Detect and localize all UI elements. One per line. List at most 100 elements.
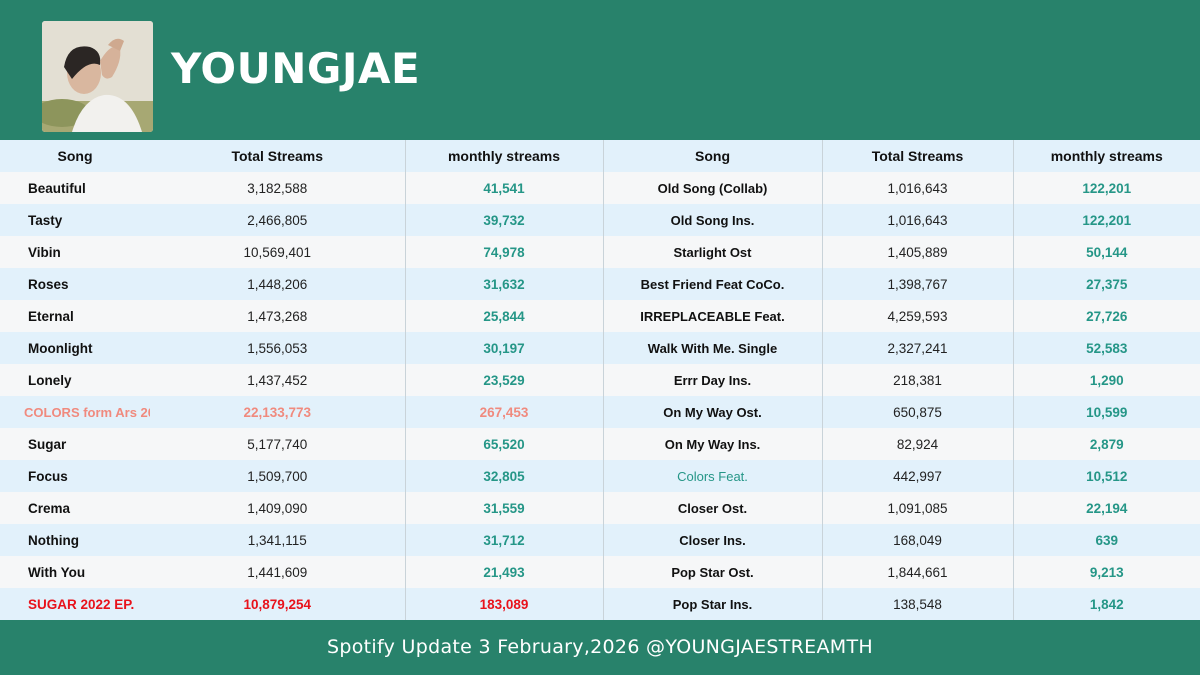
streams-table: Song Total Streams monthly streams Song …	[0, 140, 1200, 620]
column-header-monthly-right: monthly streams	[1012, 140, 1200, 172]
column-header-total-left: Total Streams	[150, 140, 405, 172]
right-total-cell: 1,016,643	[821, 172, 1013, 204]
table-row: Tasty 2,466,805 39,732 Old Song Ins. 1,0…	[0, 204, 1200, 236]
left-total-cell: 1,409,090	[150, 492, 405, 524]
left-total-cell: 1,437,452	[150, 364, 405, 396]
artist-photo	[42, 21, 153, 132]
right-total-cell: 1,091,085	[821, 492, 1013, 524]
left-monthly-cell: 183,089	[404, 588, 603, 620]
right-monthly-cell: 2,879	[1012, 428, 1200, 460]
table-row: Crema 1,409,090 31,559 Closer Ost. 1,091…	[0, 492, 1200, 524]
left-monthly-cell: 267,453	[404, 396, 603, 428]
right-monthly-cell: 639	[1012, 524, 1200, 556]
right-total-cell: 4,259,593	[821, 300, 1013, 332]
table-row: Focus 1,509,700 32,805 Colors Feat. 442,…	[0, 460, 1200, 492]
left-total-cell: 1,509,700	[150, 460, 405, 492]
right-song-cell: Best Friend Feat CoCo.	[602, 268, 822, 300]
right-monthly-cell: 1,290	[1012, 364, 1200, 396]
left-song-cell: Eternal	[0, 300, 150, 332]
left-song-cell: Focus	[0, 460, 150, 492]
right-total-cell: 650,875	[821, 396, 1013, 428]
table-row: Lonely 1,437,452 23,529 Errr Day Ins. 21…	[0, 364, 1200, 396]
right-song-cell: Colors Feat.	[602, 460, 822, 492]
left-monthly-cell: 39,732	[404, 204, 603, 236]
left-song-cell: Tasty	[0, 204, 150, 236]
right-monthly-cell: 27,726	[1012, 300, 1200, 332]
left-total-cell: 2,466,805	[150, 204, 405, 236]
column-header-monthly-left: monthly streams	[404, 140, 603, 172]
left-monthly-cell: 31,712	[404, 524, 603, 556]
right-song-cell: Old Song (Collab)	[602, 172, 822, 204]
right-monthly-cell: 52,583	[1012, 332, 1200, 364]
right-monthly-cell: 22,194	[1012, 492, 1200, 524]
right-total-cell: 168,049	[821, 524, 1013, 556]
header: YOUNGJAE	[0, 0, 1200, 140]
column-header-total-right: Total Streams	[821, 140, 1013, 172]
left-song-cell: SUGAR 2022 EP.	[0, 588, 150, 620]
left-total-cell: 22,133,773	[150, 396, 405, 428]
left-total-cell: 10,879,254	[150, 588, 405, 620]
right-monthly-cell: 10,512	[1012, 460, 1200, 492]
table-row: Moonlight 1,556,053 30,197 Walk With Me.…	[0, 332, 1200, 364]
table-row-ep-summary: COLORS form Ars 2021 EP. 22,133,773 267,…	[0, 396, 1200, 428]
right-song-cell: Pop Star Ins.	[602, 588, 822, 620]
right-total-cell: 218,381	[821, 364, 1013, 396]
left-total-cell: 10,569,401	[150, 236, 405, 268]
table-row: Beautiful 3,182,588 41,541 Old Song (Col…	[0, 172, 1200, 204]
left-monthly-cell: 21,493	[404, 556, 603, 588]
right-total-cell: 82,924	[821, 428, 1013, 460]
right-monthly-cell: 9,213	[1012, 556, 1200, 588]
right-monthly-cell: 10,599	[1012, 396, 1200, 428]
right-monthly-cell: 50,144	[1012, 236, 1200, 268]
left-total-cell: 1,441,609	[150, 556, 405, 588]
artist-name-title: YOUNGJAE	[171, 44, 421, 93]
left-song-cell: Lonely	[0, 364, 150, 396]
right-monthly-cell: 27,375	[1012, 268, 1200, 300]
left-song-cell: Crema	[0, 492, 150, 524]
left-song-cell: With You	[0, 556, 150, 588]
right-monthly-cell: 1,842	[1012, 588, 1200, 620]
left-song-cell: Sugar	[0, 428, 150, 460]
right-total-cell: 442,997	[821, 460, 1013, 492]
left-monthly-cell: 30,197	[404, 332, 603, 364]
column-header-song-left: Song	[0, 140, 150, 172]
table-row: Eternal 1,473,268 25,844 IRREPLACEABLE F…	[0, 300, 1200, 332]
left-monthly-cell: 65,520	[404, 428, 603, 460]
right-song-cell: Closer Ost.	[602, 492, 822, 524]
right-song-cell: IRREPLACEABLE Feat.	[602, 300, 822, 332]
left-song-cell: Beautiful	[0, 172, 150, 204]
left-monthly-cell: 25,844	[404, 300, 603, 332]
table-row: Vibin 10,569,401 74,978 Starlight Ost 1,…	[0, 236, 1200, 268]
left-monthly-cell: 23,529	[404, 364, 603, 396]
right-monthly-cell: 122,201	[1012, 172, 1200, 204]
left-song-cell: COLORS form Ars 2021 EP.	[0, 396, 150, 428]
right-song-cell: Closer Ins.	[602, 524, 822, 556]
table-row: Sugar 5,177,740 65,520 On My Way Ins. 82…	[0, 428, 1200, 460]
footer-caption: Spotify Update 3 February,2026 @YOUNGJAE…	[0, 620, 1200, 675]
left-total-cell: 5,177,740	[150, 428, 405, 460]
left-total-cell: 1,556,053	[150, 332, 405, 364]
left-monthly-cell: 74,978	[404, 236, 603, 268]
right-total-cell: 1,405,889	[821, 236, 1013, 268]
left-total-cell: 1,341,115	[150, 524, 405, 556]
right-total-cell: 1,016,643	[821, 204, 1013, 236]
right-song-cell: Old Song Ins.	[602, 204, 822, 236]
right-song-cell: Pop Star Ost.	[602, 556, 822, 588]
left-monthly-cell: 31,632	[404, 268, 603, 300]
left-total-cell: 1,473,268	[150, 300, 405, 332]
column-header-song-right: Song	[602, 140, 822, 172]
right-total-cell: 1,398,767	[821, 268, 1013, 300]
right-song-cell: On My Way Ins.	[602, 428, 822, 460]
left-total-cell: 3,182,588	[150, 172, 405, 204]
left-monthly-cell: 32,805	[404, 460, 603, 492]
table-row: With You 1,441,609 21,493 Pop Star Ost. …	[0, 556, 1200, 588]
right-song-cell: Walk With Me. Single	[602, 332, 822, 364]
right-total-cell: 1,844,661	[821, 556, 1013, 588]
left-monthly-cell: 31,559	[404, 492, 603, 524]
left-song-cell: Roses	[0, 268, 150, 300]
right-song-cell: Starlight Ost	[602, 236, 822, 268]
left-song-cell: Nothing	[0, 524, 150, 556]
streams-table-container: Song Total Streams monthly streams Song …	[0, 140, 1200, 620]
table-header-row: Song Total Streams monthly streams Song …	[0, 140, 1200, 172]
left-song-cell: Moonlight	[0, 332, 150, 364]
